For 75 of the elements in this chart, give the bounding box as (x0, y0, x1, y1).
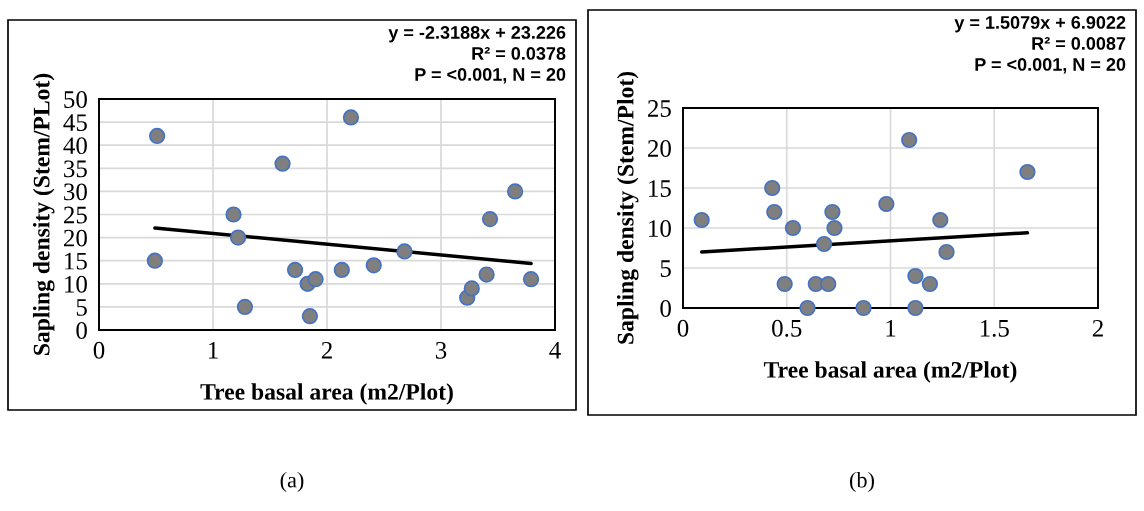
x-axis-title: Tree basal area (m2/Plot) (763, 361, 1017, 383)
x-tick-label: 3 (435, 341, 447, 359)
point (799, 299, 816, 317)
y-tick-label: 15 (649, 180, 671, 197)
point (1019, 163, 1036, 181)
y-tick-label: 30 (64, 183, 87, 201)
point (149, 127, 166, 145)
point (286, 261, 304, 279)
point (907, 299, 924, 317)
point (481, 211, 499, 228)
text: R² = 0.0378 (472, 47, 566, 60)
text: R² = 0.0087 (1032, 37, 1126, 50)
y-tick-label: 0 (660, 300, 671, 317)
y-tick-label: 5 (660, 260, 671, 277)
x-tick-label: 0.5 (772, 319, 802, 337)
x-tick-label: 0 (93, 341, 105, 359)
y-tick-label: 15 (65, 252, 87, 270)
y-tick-label: 25 (63, 206, 87, 224)
point (855, 299, 872, 317)
point (764, 179, 781, 197)
x-tick-label: 0 (677, 319, 689, 337)
point (146, 252, 163, 269)
point (766, 203, 783, 221)
point (463, 280, 480, 297)
text: P = <0.001, N = 20 (975, 58, 1126, 74)
point (365, 257, 382, 274)
point (307, 271, 324, 288)
y-tick-label: 20 (647, 140, 671, 157)
point (478, 266, 495, 283)
text: P = <0.001, N = 20 (415, 68, 566, 84)
point (932, 211, 949, 229)
point (784, 219, 802, 237)
x-tick-label: 1 (208, 341, 218, 359)
point (907, 267, 924, 285)
x-tick-label: 2 (1092, 319, 1103, 337)
point (236, 298, 254, 316)
point (938, 243, 955, 261)
y-tick-label: 45 (63, 114, 87, 132)
y-tick-label: 10 (649, 220, 671, 237)
point (921, 275, 939, 293)
y-axis-title: Sapling density (Stem/PLot) (32, 73, 55, 355)
y-tick-label: 10 (65, 275, 87, 293)
point (229, 229, 247, 246)
point (878, 195, 895, 213)
x-tick-label: 4 (549, 342, 561, 359)
text: y = 1.5079x + 6.9022 (954, 16, 1126, 33)
point (342, 109, 360, 126)
x-tick-label: 1 (886, 319, 896, 337)
text: y = -2.3188x + 23.226 (388, 26, 566, 43)
point (225, 206, 242, 223)
point (522, 271, 540, 288)
y-tick-label: 40 (63, 137, 87, 155)
point (824, 203, 841, 221)
point (274, 155, 291, 172)
y-tick-label: 50 (64, 91, 87, 108)
point (901, 131, 918, 149)
y-tick-label: 20 (63, 229, 87, 247)
x-axis-title: Tree basal area (m2/Plot) (200, 383, 453, 405)
text: (b) (850, 471, 874, 493)
point (396, 243, 413, 260)
point (333, 261, 350, 279)
point (815, 235, 833, 253)
point (693, 211, 710, 229)
point (506, 183, 524, 200)
x-tick-label: 1.5 (980, 319, 1009, 337)
point (776, 275, 793, 293)
point (301, 308, 319, 325)
point (820, 275, 837, 293)
y-axis-title: Sapling density (Stem/Plot) (616, 71, 639, 344)
y-tick-label: 35 (64, 160, 87, 178)
y-tick-label: 5 (76, 299, 87, 316)
point (826, 219, 843, 237)
text: (a) (280, 471, 304, 493)
y-tick-label: 25 (647, 100, 671, 117)
x-tick-label: 2 (321, 341, 332, 359)
